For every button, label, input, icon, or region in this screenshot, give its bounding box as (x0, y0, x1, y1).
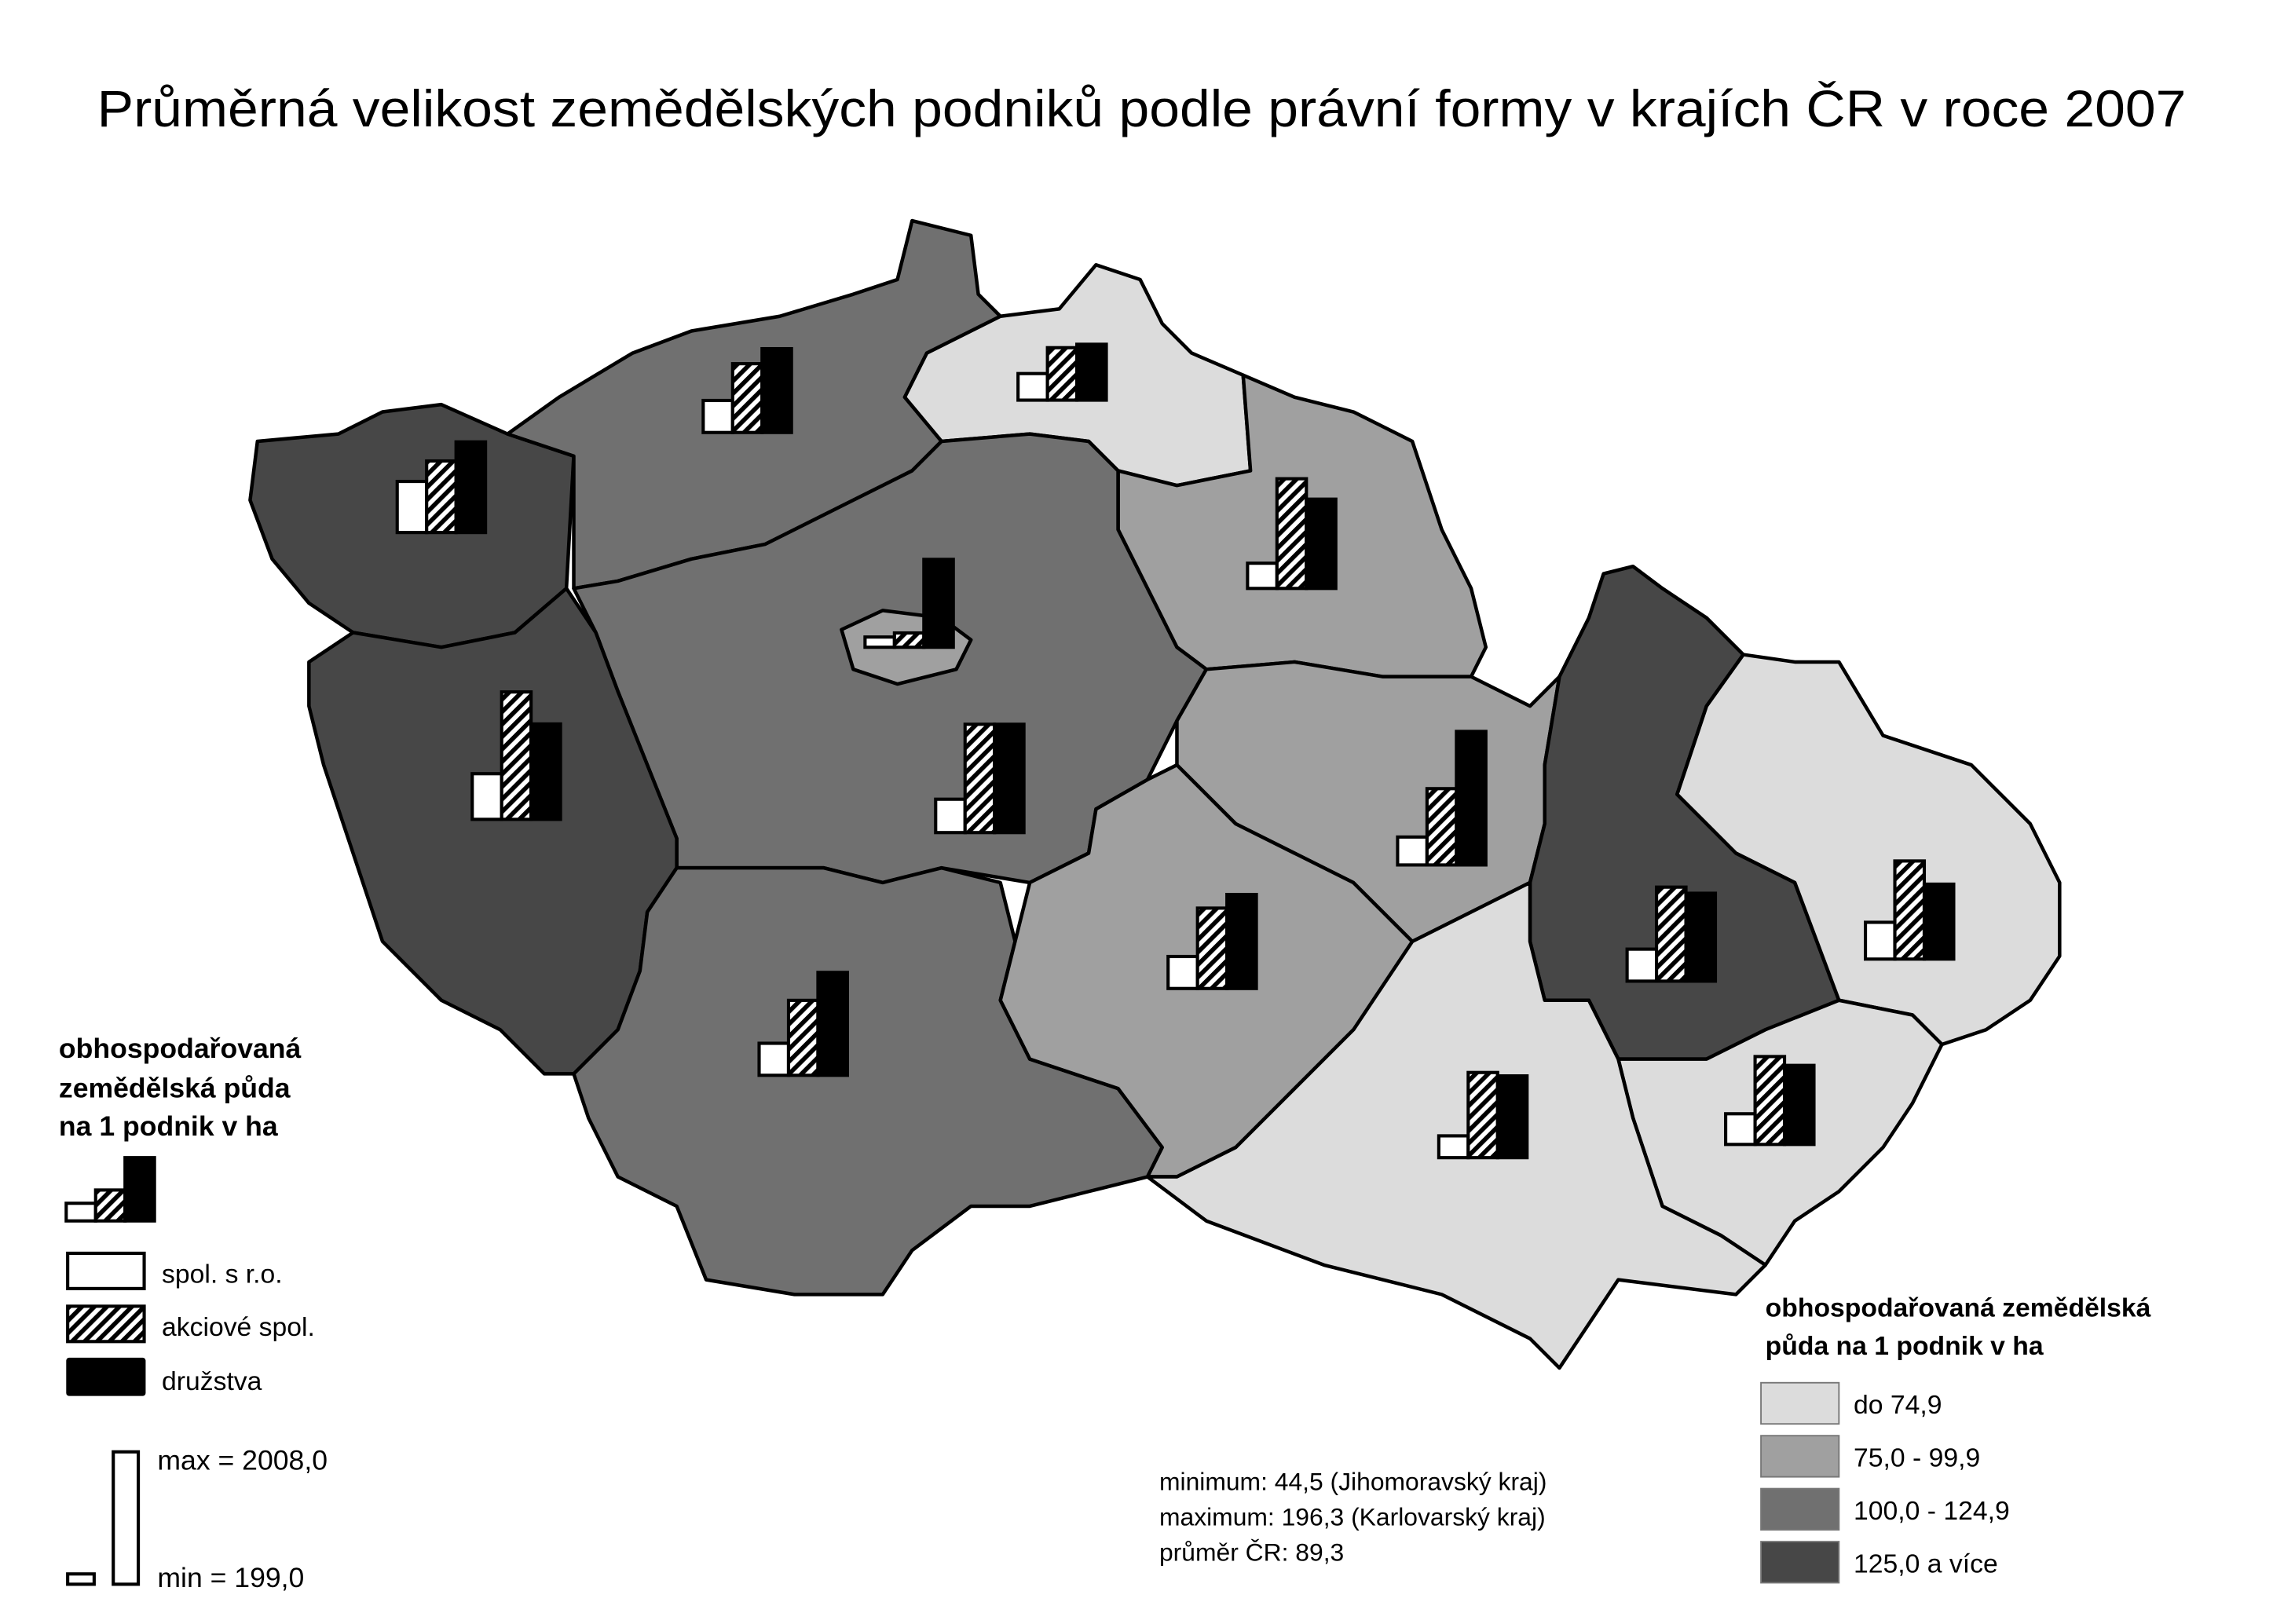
bar-akciove-spol (1195, 906, 1229, 990)
choropleth-class-label: 75,0 - 99,9 (1854, 1443, 1980, 1473)
bar-spol-sro (1016, 371, 1049, 402)
bar-druzstva (1305, 497, 1338, 591)
choropleth-swatch (1760, 1487, 1840, 1531)
map-title: Průměrná velikost zemědělských podniků p… (97, 80, 2187, 137)
bar-charts-layer (395, 342, 1956, 1160)
bar-spol-sro (1396, 835, 1429, 867)
bar-akciove-spol (1753, 1055, 1787, 1147)
bar-spol-sro (470, 772, 503, 821)
region-area (572, 865, 1164, 1297)
stats-maximum: maximum: 196,3 (Karlovarský kraj) (1159, 1502, 1546, 1531)
region-bar-chart (701, 346, 793, 434)
bar-legend-heading-2: zemědělská půda (59, 1072, 291, 1103)
region-bar-chart (1246, 477, 1338, 591)
legend-min-label: min = 199,0 (157, 1562, 304, 1593)
choropleth-class-label: 125,0 a více (1854, 1549, 1998, 1578)
bar-spol-sro (863, 635, 896, 649)
bar-spol-sro (1437, 1134, 1470, 1160)
bar-legend: obhospodařovaná zemědělská půda na 1 pod… (59, 1033, 328, 1593)
choropleth-heading-2: půda na 1 podnik v ha (1766, 1331, 2044, 1361)
choropleth-swatch (1760, 1541, 1840, 1584)
choropleth-heading-1: obhospodařovaná zemědělská (1766, 1293, 2151, 1322)
legend-swatch-spol-sro (66, 1251, 146, 1290)
bar-akciove-spol (1275, 477, 1309, 591)
choropleth-legend: obhospodařovaná zemědělská půda na 1 pod… (1760, 1293, 2151, 1584)
region-bar-chart (934, 722, 1026, 835)
bar-akciove-spol (892, 631, 926, 649)
bar-akciove-spol (1893, 859, 1927, 961)
legend-swatch-druzstva (66, 1357, 146, 1396)
bar-spol-sro (701, 398, 734, 434)
region-bar-chart (395, 440, 488, 535)
bar-akciove-spol (1425, 787, 1459, 867)
bar-spol-sro (395, 479, 429, 535)
legend-label-spol-sro: spol. s r.o. (162, 1259, 283, 1289)
bar-akciove-spol (786, 998, 820, 1077)
bar-druzstva (1225, 892, 1258, 990)
bar-druzstva (1684, 891, 1718, 983)
bar-spol-sro (1166, 954, 1199, 990)
legend-min-bar (66, 1572, 96, 1586)
bar-druzstva (816, 971, 849, 1077)
bar-druzstva (922, 558, 955, 649)
bar-druzstva (1455, 730, 1488, 867)
regions-layer (248, 218, 2062, 1370)
bar-spol-sro (757, 1041, 791, 1077)
legend-swatch-akciove-spol (66, 1304, 146, 1344)
bar-druzstva (454, 440, 488, 535)
legend-max-label: max = 2008,0 (157, 1444, 328, 1476)
choropleth-class-label: do 74,9 (1854, 1390, 1942, 1420)
bar-druzstva (993, 722, 1026, 835)
bar-druzstva (529, 722, 562, 821)
bar-druzstva (1075, 342, 1108, 402)
region-bar-chart (863, 558, 955, 649)
bar-akciove-spol (500, 690, 533, 821)
legend-label-druzstva: družstva (162, 1366, 262, 1396)
bar-spol-sro (1724, 1112, 1757, 1147)
bar-druzstva (760, 346, 793, 434)
region-bar-chart (470, 690, 562, 821)
legend-max-bar (112, 1450, 141, 1586)
bar-akciove-spol (963, 722, 997, 835)
bar-akciove-spol (425, 459, 458, 535)
bar-akciove-spol (730, 362, 764, 434)
region-bar-chart (757, 971, 849, 1077)
region-bar-chart (1864, 859, 1956, 961)
bar-akciove-spol (1655, 885, 1688, 983)
bar-druzstva (1495, 1074, 1529, 1160)
region-area (1145, 880, 1767, 1370)
region-bar-chart (1625, 885, 1718, 983)
region-bar-chart (1016, 342, 1108, 402)
choropleth-class-label: 100,0 - 124,9 (1854, 1496, 2010, 1526)
bar-spol-sro (934, 797, 967, 835)
bar-spol-sro (1625, 947, 1659, 983)
region-bar-chart (1437, 1070, 1529, 1160)
bar-spol-sro (1246, 561, 1279, 591)
bar-druzstva (1922, 882, 1956, 961)
bar-akciove-spol (1045, 346, 1079, 402)
region-area (1675, 653, 2062, 1047)
stats-minimum: minimum: 44,5 (Jihomoravský kraj) (1159, 1467, 1546, 1495)
region-bar-chart (1724, 1055, 1816, 1147)
stats-average: průměr ČR: 89,3 (1159, 1538, 1344, 1566)
region-bar-chart (1396, 730, 1488, 867)
bar-druzstva (1782, 1063, 1816, 1147)
bar-legend-heading-1: obhospodařovaná (59, 1033, 302, 1064)
bar-akciove-spol (1466, 1070, 1499, 1160)
legend-label-akciove-spol: akciové spol. (162, 1312, 315, 1342)
bar-legend-sample (64, 1156, 156, 1223)
bar-legend-heading-3: na 1 podnik v ha (59, 1110, 279, 1142)
region-bar-chart (1166, 892, 1258, 990)
stats-block: minimum: 44,5 (Jihomoravský kraj) maximu… (1159, 1467, 1546, 1566)
choropleth-swatch (1760, 1381, 1840, 1425)
bar-spol-sro (1864, 920, 1897, 961)
choropleth-swatch (1760, 1435, 1840, 1478)
